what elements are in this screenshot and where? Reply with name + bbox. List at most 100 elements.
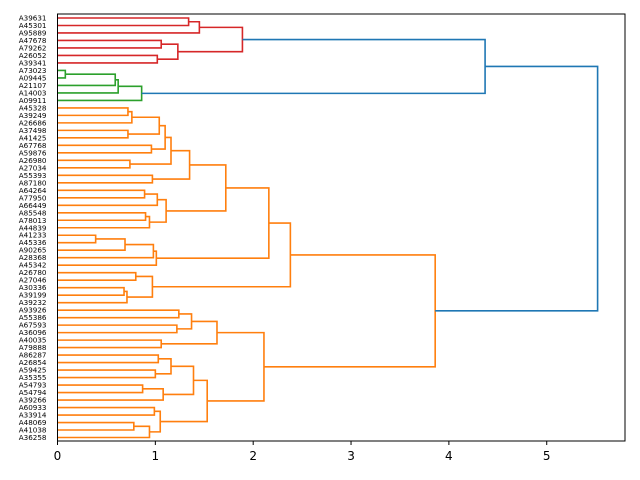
leaf-label: A39341 [19, 58, 47, 67]
dendrogram-link-o11 [57, 189, 146, 199]
leaf-label: A41038 [19, 426, 47, 435]
dendrogram-link-r4 [57, 54, 159, 64]
dendrogram-link-o36 [57, 388, 164, 401]
dendrogram-link-o25 [126, 275, 154, 298]
dendrogram-link-o18 [57, 238, 126, 252]
leaf-label: A85548 [19, 208, 47, 217]
dendrogram-link-o23 [57, 286, 125, 296]
dendrogram-link-o24 [57, 290, 128, 304]
dendrogram-link-o35 [57, 384, 144, 394]
leaf-label: A39232 [19, 298, 47, 307]
leaf-label: A36258 [19, 433, 47, 442]
dendrogram-link-b1 [141, 38, 486, 95]
leaf-label: A64264 [19, 186, 47, 195]
dendrogram-link-o9 [57, 174, 154, 184]
dendrogram-link-r3 [57, 39, 163, 49]
dendrogram-link-o32 [57, 354, 160, 364]
dendrogram-link-o21 [156, 187, 270, 259]
x-tick-label: 5 [543, 449, 551, 463]
dendrogram-link-o38 [57, 406, 156, 416]
leaf-label: A33914 [19, 411, 47, 420]
leaf-label: A67768 [19, 141, 47, 150]
x-tick-label: 1 [152, 449, 160, 463]
dendrogram-link-g3 [57, 79, 119, 94]
dendrogram-link-o40 [57, 425, 151, 439]
leaf-label: A87180 [19, 178, 47, 187]
leaf-label: A21107 [19, 81, 47, 90]
leaf-label: A26686 [19, 118, 47, 127]
x-tick-label: 0 [54, 449, 62, 463]
leaf-label: A09445 [19, 73, 47, 82]
dendrogram-links [57, 17, 599, 439]
leaf-label: A30336 [19, 283, 47, 292]
leaf-label: A26980 [19, 156, 47, 165]
leaf-label: A77950 [19, 193, 47, 202]
leaf-label: A90265 [19, 246, 47, 255]
leaf-label: A48069 [19, 418, 47, 427]
dendrogram-link-r1 [57, 17, 190, 27]
leaf-label: A45342 [19, 261, 47, 270]
dendrogram-link-o31 [161, 320, 218, 345]
dendrogram-link-o3 [57, 129, 129, 139]
dendrogram-link-o30 [57, 339, 163, 349]
dendrogram-link-o39 [57, 421, 135, 431]
dendrogram-link-o14 [57, 215, 151, 229]
leaf-label: A39249 [19, 111, 47, 120]
dendrogram-link-r5 [157, 43, 179, 61]
dendrogram-link-o16 [166, 164, 227, 212]
leaf-label: A45328 [19, 103, 47, 112]
dendrogram-link-o13 [57, 211, 147, 222]
leaf-label: A95889 [19, 28, 47, 37]
leaf-label: A28368 [19, 253, 47, 262]
leaf-label: A44839 [19, 223, 47, 232]
leaf-label: A36096 [19, 328, 47, 337]
x-tick-label: 4 [445, 449, 453, 463]
leaf-label: A39631 [19, 14, 47, 23]
leaf-label: A35355 [19, 373, 47, 382]
x-tick-label: 2 [249, 449, 257, 463]
dendrogram-link-o43 [207, 331, 265, 402]
dendrogram-link-o1 [57, 107, 129, 117]
leaf-label: A54793 [19, 381, 47, 390]
dendrogram-link-o42 [160, 379, 209, 423]
leaf-label: A79262 [19, 43, 47, 52]
leaf-label: A54794 [19, 388, 47, 397]
x-tick-label: 3 [347, 449, 355, 463]
leaf-label: A45301 [19, 21, 47, 30]
plot-frame [57, 13, 626, 442]
dendrogram-link-o44 [263, 254, 436, 368]
leaf-label: A41233 [19, 231, 47, 240]
dendrogram-link-o28 [57, 324, 178, 334]
dendrogram-link-o7 [57, 159, 131, 169]
leaf-label: A26854 [19, 358, 47, 367]
dendrogram-link-o26 [152, 222, 292, 288]
dendrogram-link-o12 [57, 193, 159, 207]
dendrogram-link-r6 [177, 26, 244, 53]
leaf-label: A78013 [19, 216, 47, 225]
dendrogram-link-o22 [57, 271, 137, 281]
leaf-label: A09911 [19, 96, 47, 105]
leaf-label: A39266 [19, 396, 47, 405]
leaf-label: A14003 [19, 88, 47, 97]
dendrogram-link-o41 [149, 410, 162, 433]
leaf-label: A60933 [19, 403, 47, 412]
leaf-label: A66449 [19, 201, 47, 210]
dendrogram-link-o17 [57, 234, 97, 244]
leaf-label: A93926 [19, 306, 47, 315]
leaf-label: A59425 [19, 366, 47, 375]
leaf-label: A39199 [19, 291, 47, 300]
dendrogram-link-o37 [163, 365, 195, 396]
leaf-label: A73023 [19, 66, 47, 75]
leaf-label: A47678 [19, 36, 47, 45]
leaf-label: A67593 [19, 321, 47, 330]
leaf-label: A79888 [19, 343, 47, 352]
leaf-label: A55393 [19, 171, 47, 180]
leaf-label: A40035 [19, 336, 47, 345]
x-axis-ticks: 0 1 2 3 4 5 [54, 441, 551, 463]
leaf-label: A26780 [19, 268, 47, 277]
dendrogram-link-o5 [57, 144, 153, 154]
leaf-label: A86287 [19, 351, 47, 360]
dendrogram-link-o2 [57, 110, 133, 124]
dendrogram-link-o33 [57, 369, 157, 379]
